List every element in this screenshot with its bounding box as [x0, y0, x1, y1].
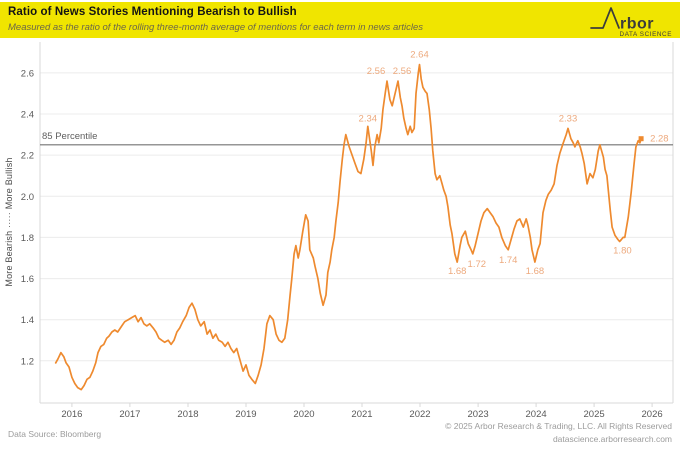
y-tick-label: 2.4 — [21, 110, 34, 121]
y-tick-label: 2.2 — [21, 151, 34, 162]
x-tick-label: 2017 — [119, 409, 140, 420]
website-link: datascience.arborresearch.com — [552, 434, 672, 444]
data-source-note: Data Source: Bloomberg — [8, 429, 102, 439]
latest-point-marker[interactable] — [638, 136, 644, 142]
value-annotation: 1.74 — [499, 255, 518, 266]
arbor-logo-peak-icon — [590, 7, 620, 29]
copyright-note: © 2025 Arbor Research & Trading, LLC. Al… — [445, 421, 672, 431]
x-tick-label: 2016 — [61, 409, 82, 420]
percentile-line-label: 85 Percentile — [42, 131, 98, 142]
value-annotation: 1.68 — [526, 266, 545, 277]
y-tick-label: 1.8 — [21, 233, 34, 244]
y-axis-title: More Bearish ····· More Bullish — [4, 157, 14, 287]
x-tick-label: 2026 — [642, 409, 663, 420]
y-tick-label: 2.0 — [21, 192, 34, 203]
value-annotation: 2.64 — [410, 50, 429, 61]
x-tick-label: 2020 — [293, 409, 314, 420]
value-annotation: 2.33 — [559, 113, 578, 124]
x-tick-label: 2023 — [468, 409, 489, 420]
ratio-line-series[interactable] — [54, 63, 642, 391]
y-tick-label: 1.2 — [21, 356, 34, 367]
value-annotation: 2.56 — [393, 66, 412, 77]
x-tick-label: 2019 — [235, 409, 256, 420]
arbor-logo-wordmark: rbor — [620, 16, 654, 33]
y-tick-label: 1.6 — [21, 274, 34, 285]
value-annotation: 2.56 — [367, 66, 386, 77]
arbor-logo-tagline: DATA SCIENCE — [620, 31, 672, 38]
x-tick-label: 2024 — [526, 409, 547, 420]
value-annotation: 1.80 — [613, 245, 632, 256]
header-bar: Ratio of News Stories Mentioning Bearish… — [0, 2, 680, 38]
value-annotation: 2.34 — [359, 113, 378, 124]
x-tick-label: 2025 — [584, 409, 605, 420]
value-annotation: 2.28 — [650, 134, 669, 145]
page-subtitle: Measured as the ratio of the rolling thr… — [8, 22, 424, 33]
value-annotation: 1.68 — [448, 266, 467, 277]
x-tick-label: 2021 — [351, 409, 372, 420]
arbor-logo: rbor DATA SCIENCE — [590, 7, 672, 38]
y-tick-label: 1.4 — [21, 315, 34, 326]
page-title: Ratio of News Stories Mentioning Bearish… — [8, 6, 297, 18]
y-tick-label: 2.6 — [21, 68, 34, 79]
value-annotation: 1.72 — [468, 259, 487, 270]
x-tick-label: 2018 — [177, 409, 198, 420]
footer-right-block: © 2025 Arbor Research & Trading, LLC. Al… — [445, 420, 672, 446]
x-tick-label: 2022 — [409, 409, 430, 420]
